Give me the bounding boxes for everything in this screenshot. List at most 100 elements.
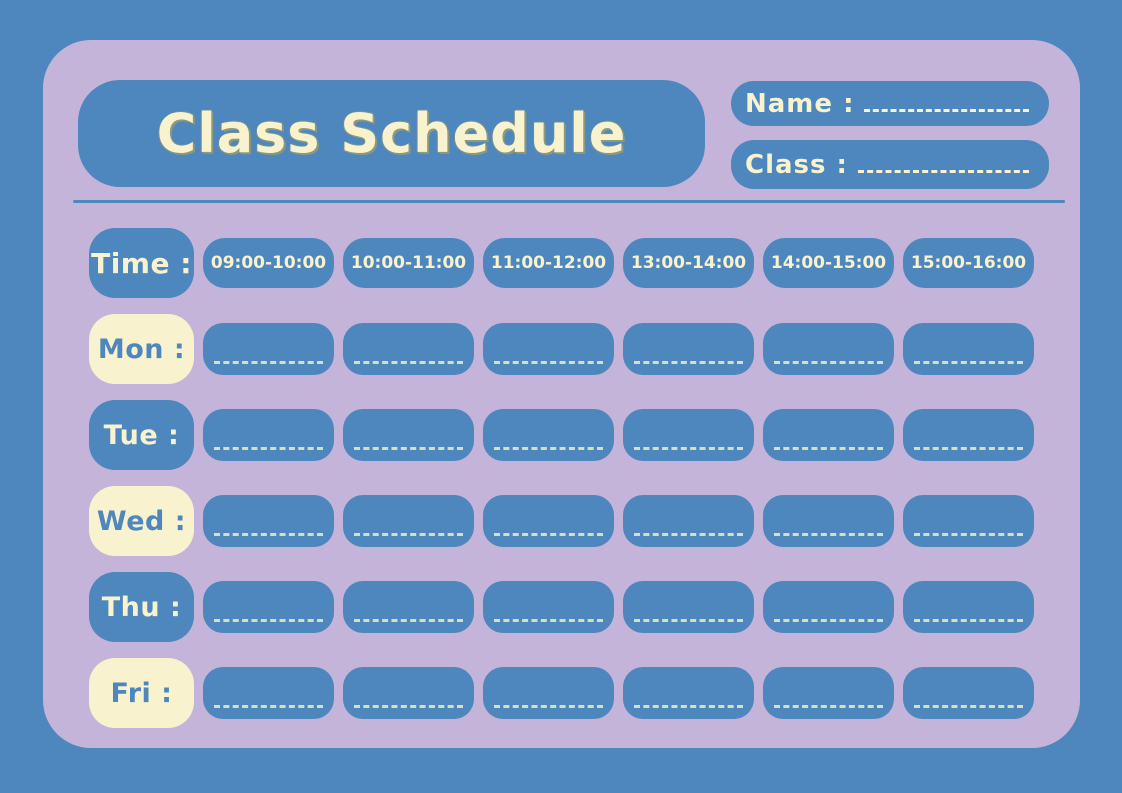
cell-write-line (214, 533, 323, 536)
time-slot-label: 13:00-14:00 (630, 253, 747, 273)
day-row-tue: Tue : (89, 400, 1034, 470)
day-cells (203, 400, 1034, 470)
schedule-cell-4-5 (903, 667, 1034, 719)
cell-write-line (634, 619, 743, 622)
cell-write-line (214, 361, 323, 364)
cell-write-line (774, 447, 883, 450)
schedule-cell-1-5 (903, 409, 1034, 461)
schedule-cell-2-1 (343, 495, 474, 547)
time-row: Time : 09:00-10:00 10:00-11:00 11:00-12:00… (89, 228, 1034, 298)
cell-write-line (914, 447, 1023, 450)
cell-write-line (634, 447, 743, 450)
day-row-fri: Fri : (89, 658, 1034, 728)
schedule-cell-1-4 (763, 409, 894, 461)
cell-write-line (354, 705, 463, 708)
schedule-cell-1-2 (483, 409, 614, 461)
day-label-box: Wed : (89, 486, 194, 556)
schedule-cell-3-3 (623, 581, 754, 633)
cell-write-line (494, 361, 603, 364)
schedule-cell-4-1 (343, 667, 474, 719)
page-title: Class Schedule (156, 102, 627, 165)
cell-write-line (494, 533, 603, 536)
time-row-header: Time : (89, 228, 194, 298)
time-slot-label: 10:00-11:00 (350, 253, 467, 273)
cell-write-line (774, 533, 883, 536)
cell-write-line (214, 705, 323, 708)
cell-write-line (914, 533, 1023, 536)
day-row-wed: Wed : (89, 486, 1034, 556)
schedule-cell-1-1 (343, 409, 474, 461)
day-label: Wed : (96, 505, 187, 537)
time-slot-3: 13:00-14:00 (623, 238, 754, 288)
day-cells (203, 314, 1034, 384)
time-label: Time : (91, 246, 192, 280)
schedule-cell-3-4 (763, 581, 894, 633)
cell-write-line (214, 619, 323, 622)
time-slot-4: 14:00-15:00 (763, 238, 894, 288)
schedule-cell-0-0 (203, 323, 334, 375)
schedule-table: Time : 09:00-10:00 10:00-11:00 11:00-12:00… (89, 228, 1034, 728)
time-slot-5: 15:00-16:00 (903, 238, 1034, 288)
time-slots: 09:00-10:00 10:00-11:00 11:00-12:00 13:00-1… (203, 228, 1034, 298)
class-field: Class : (731, 140, 1049, 189)
cell-write-line (774, 361, 883, 364)
cell-write-line (634, 361, 743, 364)
day-label: Tue : (103, 419, 180, 451)
cell-write-line (494, 619, 603, 622)
schedule-cell-0-5 (903, 323, 1034, 375)
time-slot-1: 10:00-11:00 (343, 238, 474, 288)
day-label-box: Tue : (89, 400, 194, 470)
schedule-cell-2-2 (483, 495, 614, 547)
cell-write-line (774, 619, 883, 622)
class-write-line (857, 170, 1029, 173)
schedule-cell-4-2 (483, 667, 614, 719)
day-row-mon: Mon : (89, 314, 1034, 384)
time-slot-label: 09:00-10:00 (210, 253, 327, 273)
name-write-line (864, 109, 1029, 112)
time-slot-2: 11:00-12:00 (483, 238, 614, 288)
day-label: Thu : (101, 591, 182, 623)
cell-write-line (494, 705, 603, 708)
day-label-box: Fri : (89, 658, 194, 728)
schedule-cell-2-4 (763, 495, 894, 547)
cell-write-line (214, 447, 323, 450)
schedule-cell-4-4 (763, 667, 894, 719)
day-label: Mon : (97, 333, 186, 365)
title-banner: Class Schedule (78, 80, 705, 187)
cell-write-line (354, 361, 463, 364)
schedule-cell-0-1 (343, 323, 474, 375)
time-slot-label: 14:00-15:00 (770, 253, 887, 273)
schedule-cell-1-3 (623, 409, 754, 461)
class-label: Class : (745, 149, 848, 180)
cell-write-line (634, 705, 743, 708)
cell-write-line (354, 533, 463, 536)
schedule-card: Class Schedule Name : Class : Time : 09:… (43, 40, 1080, 748)
time-slot-label: 11:00-12:00 (490, 253, 607, 273)
schedule-cell-3-0 (203, 581, 334, 633)
day-label-box: Thu : (89, 572, 194, 642)
cell-write-line (494, 447, 603, 450)
schedule-cell-0-4 (763, 323, 894, 375)
schedule-cell-4-3 (623, 667, 754, 719)
schedule-cell-2-0 (203, 495, 334, 547)
time-slot-label: 15:00-16:00 (910, 253, 1027, 273)
day-cells (203, 572, 1034, 642)
day-row-thu: Thu : (89, 572, 1034, 642)
schedule-cell-3-2 (483, 581, 614, 633)
day-label-box: Mon : (89, 314, 194, 384)
header-divider (73, 200, 1065, 203)
schedule-cell-3-5 (903, 581, 1034, 633)
day-cells (203, 486, 1034, 556)
time-slot-0: 09:00-10:00 (203, 238, 334, 288)
cell-write-line (914, 361, 1023, 364)
cell-write-line (914, 619, 1023, 622)
schedule-cell-0-3 (623, 323, 754, 375)
cell-write-line (634, 533, 743, 536)
schedule-cell-2-3 (623, 495, 754, 547)
schedule-cell-2-5 (903, 495, 1034, 547)
cell-write-line (354, 447, 463, 450)
cell-write-line (354, 619, 463, 622)
name-label: Name : (745, 88, 855, 119)
schedule-cell-3-1 (343, 581, 474, 633)
schedule-cell-1-0 (203, 409, 334, 461)
